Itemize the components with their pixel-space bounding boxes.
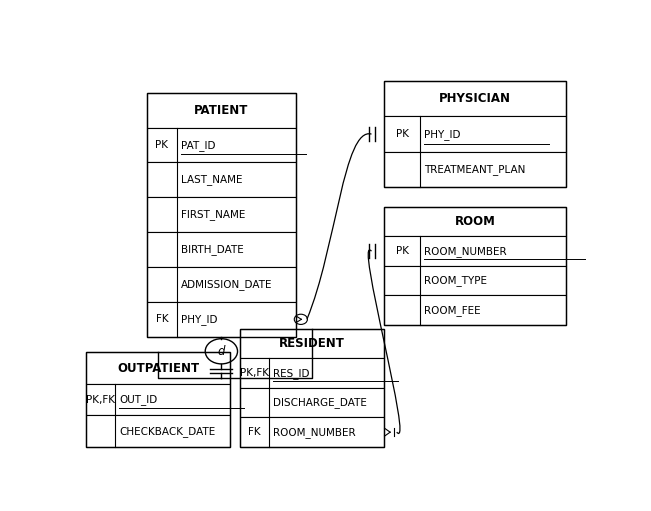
Text: ROOM_NUMBER: ROOM_NUMBER xyxy=(424,246,507,257)
Bar xyxy=(384,237,566,266)
Text: BIRTH_DATE: BIRTH_DATE xyxy=(181,244,243,255)
Bar xyxy=(147,128,296,162)
Bar xyxy=(384,81,566,117)
Bar xyxy=(384,266,566,295)
Text: PAT_ID: PAT_ID xyxy=(181,140,215,151)
Text: TREATMEANT_PLAN: TREATMEANT_PLAN xyxy=(424,164,526,175)
Text: PK: PK xyxy=(396,129,409,139)
Text: DISCHARGE_DATE: DISCHARGE_DATE xyxy=(273,397,367,408)
Text: FIRST_NAME: FIRST_NAME xyxy=(181,210,245,220)
Bar xyxy=(87,353,230,384)
Bar xyxy=(147,232,296,267)
Text: ROOM_TYPE: ROOM_TYPE xyxy=(424,275,488,286)
Bar xyxy=(87,415,230,447)
Bar xyxy=(240,388,384,417)
Text: PHYSICIAN: PHYSICIAN xyxy=(439,92,511,105)
Text: PATIENT: PATIENT xyxy=(194,104,249,117)
Bar xyxy=(240,329,384,358)
Text: ROOM_FEE: ROOM_FEE xyxy=(424,305,481,316)
Text: LAST_NAME: LAST_NAME xyxy=(181,174,242,185)
Bar xyxy=(384,295,566,325)
Bar xyxy=(147,162,296,197)
Bar xyxy=(147,93,296,337)
Text: FK: FK xyxy=(156,314,168,324)
Bar xyxy=(147,93,296,128)
Text: PK,FK: PK,FK xyxy=(87,394,115,405)
Bar xyxy=(384,207,566,325)
Text: FK: FK xyxy=(249,427,261,437)
Text: RESIDENT: RESIDENT xyxy=(279,337,345,350)
Bar xyxy=(147,267,296,302)
Text: CHECKBACK_DATE: CHECKBACK_DATE xyxy=(119,426,215,436)
Bar xyxy=(240,329,384,447)
Text: RES_ID: RES_ID xyxy=(273,368,310,379)
Text: OUTPATIENT: OUTPATIENT xyxy=(117,362,199,375)
Bar xyxy=(147,197,296,232)
Bar xyxy=(384,81,566,187)
Text: PHY_ID: PHY_ID xyxy=(181,314,217,325)
Text: ADMISSION_DATE: ADMISSION_DATE xyxy=(181,279,272,290)
Bar xyxy=(87,384,230,415)
Bar xyxy=(384,207,566,237)
Bar xyxy=(384,117,566,152)
Text: PK: PK xyxy=(396,246,409,256)
Bar xyxy=(240,417,384,447)
Bar xyxy=(147,302,296,337)
Text: ROOM: ROOM xyxy=(454,215,495,228)
Bar xyxy=(240,358,384,388)
Text: PK,FK: PK,FK xyxy=(240,368,269,378)
Bar xyxy=(384,152,566,187)
Text: OUT_ID: OUT_ID xyxy=(119,394,158,405)
Bar xyxy=(87,353,230,447)
Text: PK: PK xyxy=(156,140,169,150)
Text: d: d xyxy=(217,345,225,358)
Text: PHY_ID: PHY_ID xyxy=(424,129,461,140)
Text: ROOM_NUMBER: ROOM_NUMBER xyxy=(273,427,355,437)
